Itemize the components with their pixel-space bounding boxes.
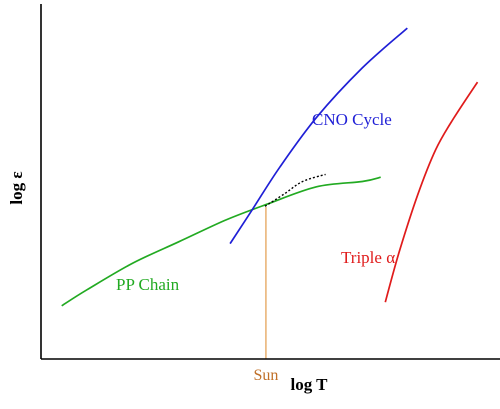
y-axis-label: log ε	[7, 171, 26, 204]
series-label-triple: Triple α	[341, 248, 395, 267]
series-line-pp-chain	[61, 176, 381, 307]
series-line-cno-cycle	[229, 27, 408, 245]
x-axis-label: log T	[290, 375, 328, 394]
series-line-triple	[384, 81, 479, 303]
crossover-dotted-curve	[264, 173, 326, 207]
series-label-pp-chain: PP Chain	[116, 275, 180, 294]
series-layer	[61, 27, 479, 307]
label-layer: PP Chain CNO Cycle Triple α	[116, 110, 395, 294]
sun-marker-label: Sun	[253, 367, 278, 384]
series-label-cno-cycle: CNO Cycle	[312, 110, 392, 129]
